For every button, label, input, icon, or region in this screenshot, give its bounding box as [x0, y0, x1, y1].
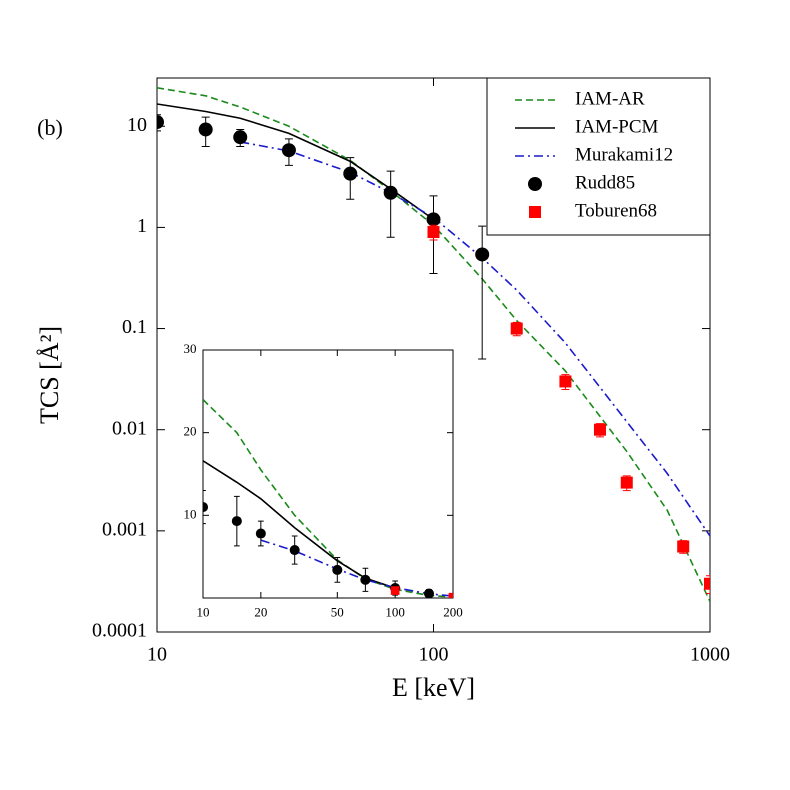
y-tick-label: 30: [184, 341, 197, 356]
y-tick-label: 0.001: [102, 518, 147, 540]
y-tick-label: 20: [184, 424, 197, 439]
x-tick-label: 20: [254, 605, 267, 620]
x-tick-label: 10: [147, 644, 167, 666]
plot-frame: [202, 349, 454, 599]
data-point: [231, 516, 242, 527]
x-axis-label: E [keV]: [392, 673, 475, 702]
data-point: [157, 115, 164, 130]
data-point: [593, 423, 606, 436]
data-point: [529, 206, 541, 218]
series-group: [203, 399, 453, 598]
data-point: [510, 322, 523, 335]
data-point: [475, 247, 490, 262]
x-tick-label: 10: [197, 605, 210, 620]
x-tick-label: 1000: [690, 644, 730, 666]
data-point: [198, 122, 213, 137]
data-point: [620, 476, 633, 489]
data-point: [559, 375, 572, 388]
legend-label: Murakami12: [575, 144, 673, 165]
legend-label: IAM-AR: [575, 88, 645, 109]
x-tick-label: 50: [331, 605, 344, 620]
error-bar: [157, 114, 161, 132]
error-bar: [706, 575, 710, 595]
legend-label: Rudd85: [575, 172, 635, 193]
data-point: [343, 166, 358, 181]
legend-label: IAM-PCM: [575, 116, 659, 137]
series-group: [157, 87, 710, 602]
data-point: [332, 564, 343, 575]
data-point: [360, 574, 371, 585]
legend: IAM-AR IAM-PCM Murakami12 Rudd85 Toburen68: [486, 77, 711, 236]
data-point: [289, 545, 300, 556]
error-bar: [386, 170, 395, 238]
data-point: [427, 226, 440, 239]
data-point: [233, 130, 248, 145]
annotation: (b): [37, 115, 63, 140]
plot-area: 10 20 50 100 200 10 20 30: [184, 341, 463, 620]
data-point: [255, 528, 266, 539]
data-point: [704, 577, 710, 590]
y-tick-label: 1: [137, 215, 147, 237]
data-point: [203, 502, 209, 513]
x-tick-label: 200: [443, 605, 463, 620]
data-point: [390, 586, 400, 595]
data-point: [281, 143, 296, 158]
y-tick-label: 0.0001: [92, 620, 147, 642]
legend-frame: [486, 77, 711, 236]
legend-label: Toburen68: [575, 200, 657, 221]
y-tick-label: 0.1: [122, 316, 147, 338]
data-point: [677, 540, 690, 553]
data-point: [448, 592, 453, 598]
y-axis-label: TCS [Å²]: [35, 326, 64, 424]
y-tick-label: 10: [127, 114, 147, 136]
x-tick-label: 100: [419, 644, 449, 666]
data-point: [528, 177, 542, 191]
y-tick-label: 10: [184, 506, 197, 521]
x-tick-label: 100: [385, 605, 405, 620]
data-point: [423, 588, 435, 598]
y-tick-label: 0.01: [112, 417, 147, 439]
error-bar: [203, 490, 206, 525]
data-point: [383, 185, 398, 200]
data-point: [426, 212, 441, 227]
